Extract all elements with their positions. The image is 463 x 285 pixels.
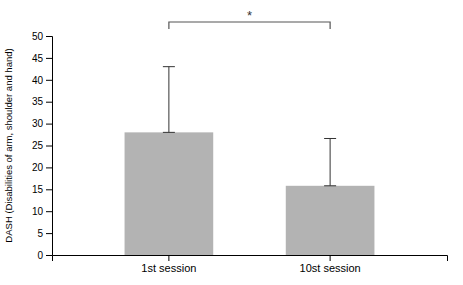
y-tick-label: 40 xyxy=(32,75,44,86)
y-tick-label: 50 xyxy=(32,31,44,42)
x-tick-mark xyxy=(330,255,331,261)
chart: 0 5 10 15 20 25 30 35 40 45 50 1st session 10st sess… xyxy=(0,0,463,285)
y-tick-label: 10 xyxy=(32,206,44,217)
x-tick: 1st session xyxy=(141,255,196,274)
x-tick-mark xyxy=(168,255,169,261)
y-tick-mark xyxy=(46,167,52,168)
y-tick: 50 xyxy=(32,31,52,42)
error-bar-line xyxy=(168,67,169,133)
y-tick-label: 25 xyxy=(32,140,44,151)
y-axis: 0 5 10 15 20 25 30 35 40 45 50 xyxy=(32,31,53,261)
error-bar-cap-upper xyxy=(324,138,336,139)
y-tick: 15 xyxy=(32,184,52,195)
y-tick-mark xyxy=(46,255,52,256)
y-tick: 40 xyxy=(32,75,52,86)
y-tick-mark xyxy=(46,124,52,125)
y-tick-mark xyxy=(46,211,52,212)
y-tick-mark xyxy=(46,146,52,147)
x-axis: 1st session 10st session xyxy=(53,255,448,274)
y-tick-mark xyxy=(46,58,52,59)
error-bar-cap-lower xyxy=(324,185,336,186)
y-tick-label: 35 xyxy=(32,96,44,107)
y-tick-label: 30 xyxy=(32,118,44,129)
error-bar-cap-upper xyxy=(163,66,175,67)
error-bar xyxy=(163,67,175,133)
y-tick: 35 xyxy=(32,96,52,107)
y-tick: 25 xyxy=(32,140,52,151)
y-tick-mark xyxy=(46,233,52,234)
y-tick-label: 20 xyxy=(32,162,44,173)
y-tick: 5 xyxy=(37,228,52,239)
y-axis-title: DASH (Disabilities of arm, shoulder and … xyxy=(3,48,14,242)
y-tick: 20 xyxy=(32,162,52,173)
y-tick: 45 xyxy=(32,53,52,64)
y-tick: 10 xyxy=(32,206,52,217)
marks xyxy=(125,67,375,255)
plot: 0 5 10 15 20 25 30 35 40 45 50 1st session 10st sess… xyxy=(3,8,448,274)
error-bar-cap-lower xyxy=(163,132,175,133)
error-bar-line xyxy=(330,138,331,185)
significance-text: * xyxy=(247,8,252,23)
y-tick-mark xyxy=(46,80,52,81)
y-tick-mark xyxy=(46,102,52,103)
y-tick-mark xyxy=(46,36,52,37)
bar xyxy=(286,186,375,255)
x-tick: 10st session xyxy=(300,255,361,274)
y-tick-mark xyxy=(46,189,52,190)
y-tick-label: 45 xyxy=(32,53,44,64)
y-axis-line xyxy=(46,37,53,256)
x-tick-label: 1st session xyxy=(141,262,196,274)
y-tick: 0 xyxy=(37,250,52,261)
y-tick: 30 xyxy=(32,118,52,129)
y-tick-label: 15 xyxy=(32,184,44,195)
x-axis-line xyxy=(53,256,448,262)
bar xyxy=(125,132,214,255)
significance-bracket xyxy=(169,22,330,29)
y-tick-label: 0 xyxy=(37,250,43,261)
error-bar xyxy=(324,138,336,185)
y-tick-label: 5 xyxy=(37,228,43,239)
x-tick-label: 10st session xyxy=(300,262,361,274)
